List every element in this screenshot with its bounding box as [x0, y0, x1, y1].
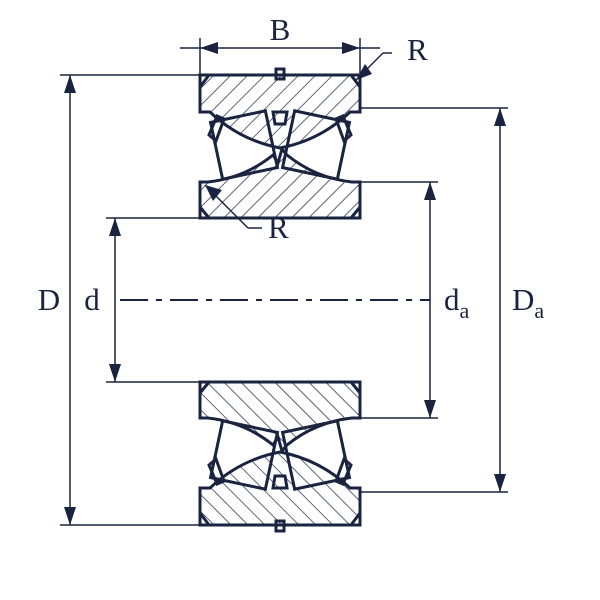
label-da: da — [444, 282, 470, 323]
label-R-lower: R — [268, 210, 289, 245]
inner-ring-top — [200, 149, 360, 218]
label-D: D — [38, 282, 60, 317]
label-Da: Da — [512, 282, 544, 323]
label-d: d — [84, 282, 100, 317]
bearing-diagram: D d B R R da Da — [0, 0, 600, 600]
label-B: B — [270, 12, 291, 47]
lower-cross-section — [200, 382, 360, 531]
leader-R-upper — [356, 53, 392, 80]
upper-cross-section — [200, 69, 360, 218]
label-R-upper: R — [407, 32, 428, 67]
